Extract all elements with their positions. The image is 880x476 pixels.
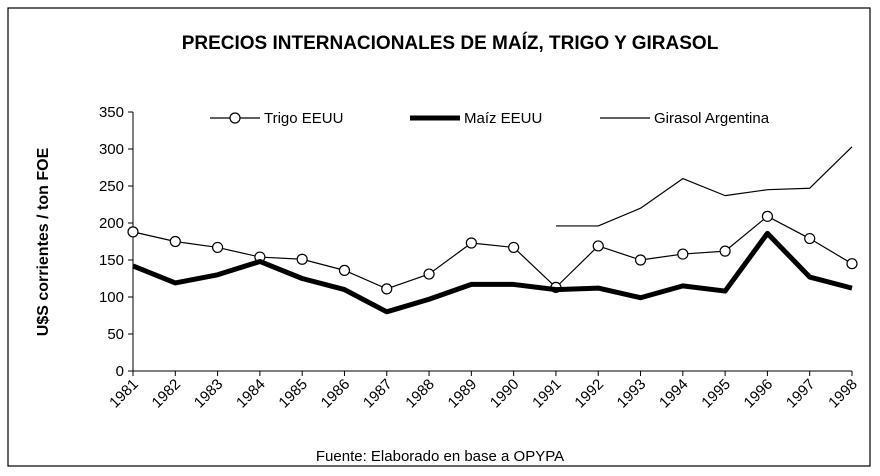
point-marker [804,232,816,245]
y-tick-label: 300 [99,141,124,158]
chart-border [7,7,871,467]
point-marker [381,283,393,295]
point-marker [719,245,731,257]
x-tick-label: 1981 [106,376,142,412]
point-marker [592,240,604,252]
x-tick-label: 1983 [191,376,227,412]
x-tick-label: 1993 [614,376,650,412]
x-tick-label: 1998 [825,376,861,412]
point-marker [338,264,351,276]
x-tick-label: 1994 [656,376,692,412]
point-marker [211,241,224,254]
point-marker [677,248,689,260]
x-tick-label: 1989 [445,376,481,412]
x-tick-label: 1990 [487,376,523,412]
x-tick-label: 1985 [275,376,311,412]
x-tick-label: 1987 [360,376,396,412]
legend-label: Trigo EEUU [264,110,343,127]
x-tick-label: 1995 [698,376,734,412]
x-tick-label: 1988 [402,376,438,412]
point-marker [465,237,477,249]
point-marker [846,258,858,270]
y-tick-label: 100 [99,289,124,306]
point-marker [169,235,181,248]
x-tick-label: 1982 [149,376,185,412]
x-tick-label: 1996 [741,376,777,412]
y-tick-label: 200 [99,215,124,232]
y-tick-label: 0 [116,363,124,380]
x-tick-label: 1984 [233,376,269,412]
y-tick-label: 250 [99,178,124,195]
y-tick-label: 350 [99,104,124,121]
series-line [555,146,853,227]
point-marker [423,268,435,280]
x-tick-label: 1986 [318,376,354,412]
x-tick-label: 1997 [783,376,819,412]
point-marker [634,254,647,266]
x-tick-label: 1992 [571,376,607,412]
point-marker [761,210,774,222]
series-line [132,230,853,315]
point-marker [127,226,139,238]
legend-marker [229,112,241,124]
point-marker [508,241,520,254]
y-axis-label: U$S corrientes / ton FOE [35,147,52,336]
legend-label: Maíz EEUU [464,110,542,127]
series-line [132,215,853,290]
legend-label: Girasol Argentina [654,110,770,127]
x-tick-label: 1991 [529,376,565,412]
chart-title: PRECIOS INTERNACIONALES DE MAÍZ, TRIGO Y… [181,33,719,54]
y-tick-label: 150 [99,252,124,269]
point-marker [296,253,308,265]
source-note: Fuente: Elaborado en base a OPYPA [316,448,564,465]
y-tick-label: 50 [107,326,124,343]
